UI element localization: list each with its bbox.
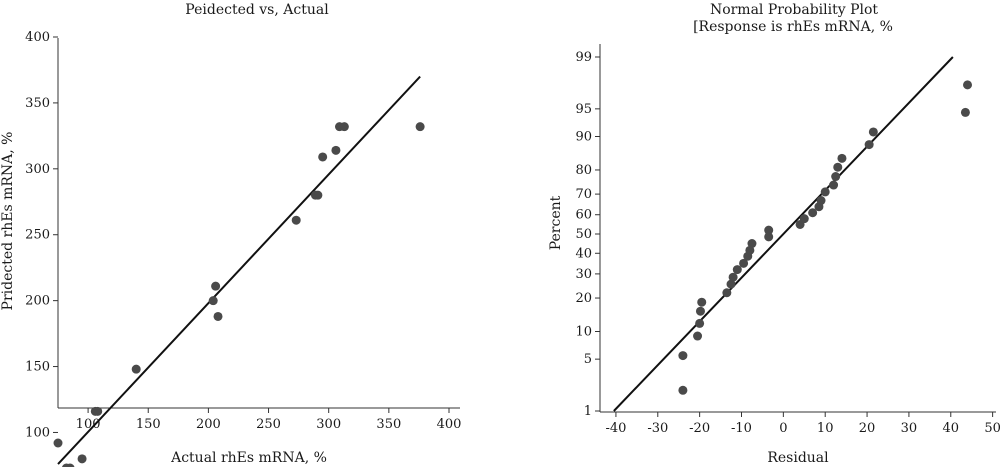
data-point: [739, 258, 749, 268]
x-tick-label: 250: [256, 417, 281, 432]
data-point: [726, 279, 736, 289]
data-point: [831, 172, 841, 182]
data-point: [864, 140, 874, 150]
y-axis-label: Percent: [548, 195, 564, 250]
data-point: [131, 364, 141, 374]
data-point: [211, 281, 221, 291]
data-point: [65, 463, 75, 467]
data-point: [695, 318, 705, 328]
x-tick-label: -40: [605, 421, 626, 436]
fit-line-group: [57, 75, 421, 465]
data-point: [745, 245, 755, 255]
y-tick-label: 200: [25, 294, 50, 309]
data-point: [764, 232, 774, 242]
data-point: [77, 454, 87, 464]
data-point: [208, 296, 218, 306]
x-tick-label: 350: [376, 417, 401, 432]
data-point: [697, 297, 707, 307]
x-tick-label: -30: [647, 421, 668, 436]
data-point: [820, 187, 830, 197]
predicted-vs-actual-chart: Peidected vs, Actual 100 150 200 250 300 350 4…: [0, 2, 461, 467]
x-tick-label: 50: [984, 421, 1000, 436]
data-point: [53, 438, 63, 448]
y-tick-label: 350: [25, 96, 50, 111]
y-tick-label: 5: [584, 352, 592, 367]
y-tick-label: 40: [575, 246, 592, 261]
x-axis-label: Actual rhEs mRNA, %: [170, 450, 327, 466]
data-point: [829, 180, 839, 190]
tick-group: 100 150 200 250 300 350 400 100 150 200 250 300 350 4…: [25, 30, 461, 440]
data-point: [816, 196, 826, 206]
x-tick-label: 100: [76, 417, 101, 432]
tick-group: -40 -30 -20 -10 0 10 20 30 40 50 1 5 10 20 30 40 50 60 70 8…: [575, 50, 1000, 436]
data-point: [732, 265, 742, 275]
y-tick-label: 100: [25, 425, 50, 440]
point-group: [678, 80, 973, 395]
data-point: [693, 331, 703, 341]
y-tick-label: 250: [25, 228, 50, 243]
normal-probability-chart: Normal Probability Plot [Response is rhE…: [548, 2, 1000, 466]
x-tick-label: 0: [779, 421, 787, 436]
y-tick-label: 400: [25, 30, 50, 45]
data-point: [808, 208, 818, 218]
data-point: [722, 288, 732, 298]
y-tick-label: 30: [575, 267, 592, 282]
data-point: [331, 145, 341, 155]
data-point: [963, 80, 973, 90]
y-tick-label: 70: [575, 187, 592, 202]
y-tick-label: 80: [575, 163, 592, 178]
x-tick-label: 30: [901, 421, 918, 436]
fit-line: [57, 75, 421, 465]
data-point: [318, 152, 328, 162]
data-point: [415, 122, 425, 132]
data-point: [960, 107, 970, 117]
data-point: [695, 306, 705, 316]
y-tick-label: 90: [575, 129, 592, 144]
x-tick-label: 400: [437, 417, 462, 432]
data-point: [764, 225, 774, 235]
x-tick-label: -10: [731, 421, 752, 436]
data-point: [313, 190, 323, 200]
chart-title: Peidected vs, Actual: [185, 2, 329, 18]
x-tick-label: 300: [316, 417, 341, 432]
y-tick-label: 300: [25, 162, 50, 177]
point-group: [53, 122, 425, 467]
data-point: [799, 214, 809, 224]
data-point: [678, 385, 688, 395]
data-point: [339, 122, 349, 132]
data-point: [833, 162, 843, 172]
data-point: [213, 311, 223, 321]
data-point: [728, 272, 738, 282]
chart-subtitle: [Response is rhEs mRNA, %: [693, 19, 893, 35]
x-tick-label: -20: [689, 421, 710, 436]
x-tick-label: 10: [817, 421, 834, 436]
y-tick-label: 50: [575, 227, 592, 242]
y-axis-label: Pridected rhEs mRNA, %: [0, 132, 16, 311]
data-point: [291, 215, 301, 225]
fit-line: [613, 56, 954, 412]
x-tick-label: 20: [859, 421, 876, 436]
x-tick-label: 200: [196, 417, 221, 432]
chart-title: Normal Probability Plot: [710, 2, 878, 18]
data-point: [747, 239, 757, 249]
x-tick-label: 40: [942, 421, 959, 436]
data-point: [678, 351, 688, 361]
y-tick-label: 95: [575, 102, 592, 117]
y-tick-label: 150: [25, 360, 50, 375]
y-tick-label: 1: [584, 404, 592, 419]
data-point: [93, 406, 103, 416]
data-point: [837, 153, 847, 163]
y-tick-label: 99: [575, 50, 592, 65]
y-tick-label: 10: [575, 325, 592, 340]
data-point: [868, 127, 878, 137]
y-tick-label: 20: [575, 291, 592, 306]
x-tick-label: 150: [136, 417, 161, 432]
y-tick-label: 60: [575, 208, 592, 223]
fit-line-group: [613, 56, 954, 412]
x-axis-label: Residual: [767, 450, 829, 466]
